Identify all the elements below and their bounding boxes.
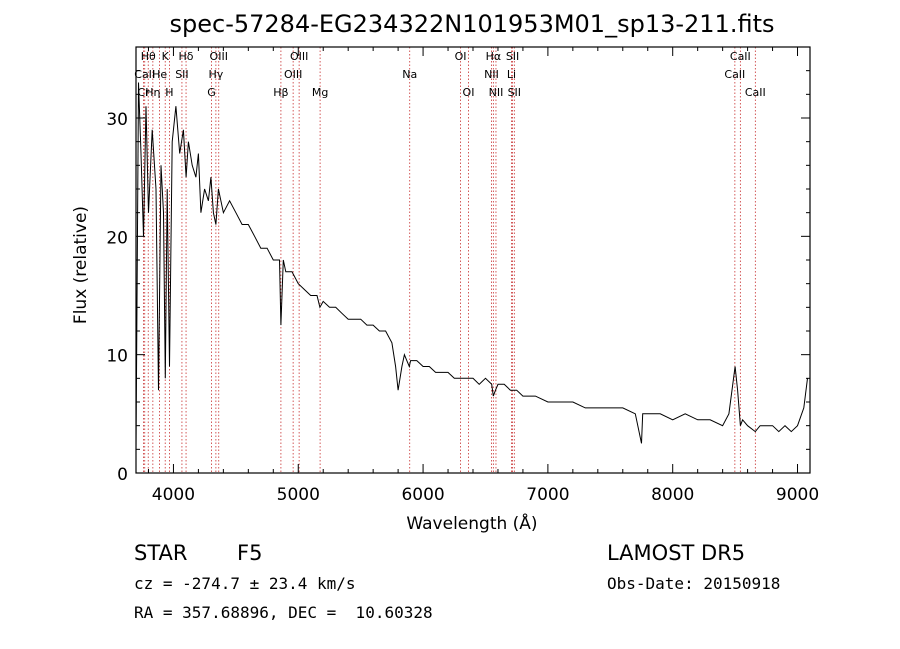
observation-date: Obs-Date: 20150918 xyxy=(607,574,781,593)
object-subclass: F5 xyxy=(237,541,263,565)
line-label-12: Hβ xyxy=(273,86,288,99)
line-label-24: SII xyxy=(508,86,521,99)
line-label-21: NII xyxy=(489,86,504,99)
line-label-18: OI xyxy=(463,86,475,99)
line-label-10: Hγ xyxy=(208,68,223,81)
emission-line-markers xyxy=(143,47,756,473)
line-label-19: Hα xyxy=(486,50,502,63)
survey-name: LAMOST DR5 xyxy=(607,541,746,565)
line-label-3: Hη xyxy=(145,86,160,99)
line-label-6: H xyxy=(165,86,173,99)
redshift-cz: cz = -274.7 ± 23.4 km/s xyxy=(134,574,356,593)
line-label-13: OIII xyxy=(284,68,302,81)
spectrum-series xyxy=(135,82,808,450)
line-label-16: Na xyxy=(402,68,417,81)
line-label-15: Mg xyxy=(312,86,328,99)
line-label-7: SII xyxy=(175,68,188,81)
line-label-27: CaII xyxy=(745,86,766,99)
line-label-25: CaII xyxy=(724,68,745,81)
coordinates: RA = 357.68896, DEC = 10.60328 xyxy=(134,603,433,622)
line-label-14: OIII xyxy=(290,50,308,63)
y-tick-label-2: 20 xyxy=(106,228,128,248)
line-label-20: NII xyxy=(484,68,499,81)
line-label-1: CaII xyxy=(134,68,155,81)
line-label-23: Li xyxy=(507,68,516,81)
x-tick-label-3: 7000 xyxy=(526,485,569,505)
line-label-17: OI xyxy=(455,50,467,63)
plot-frame xyxy=(135,46,811,474)
line-label-9: OIII xyxy=(210,50,228,63)
line-label-11: G xyxy=(207,86,216,99)
y-axis: 0 10 20 30 xyxy=(106,70,810,485)
x-tick-label-5: 9000 xyxy=(776,485,819,505)
x-tick-label-0: 4000 xyxy=(152,485,195,505)
line-label-26: CaII xyxy=(730,50,751,63)
y-tick-label-0: 0 xyxy=(117,465,128,485)
x-tick-label-2: 6000 xyxy=(401,485,444,505)
line-label-0: Hθ xyxy=(141,50,156,63)
x-tick-label-1: 5000 xyxy=(277,485,320,505)
line-label-22: SII xyxy=(506,50,519,63)
y-tick-label-3: 30 xyxy=(106,110,128,130)
chart-title: spec-57284-EG234322N101953M01_sp13-211.f… xyxy=(170,10,775,38)
line-label-8: Hδ xyxy=(179,50,194,63)
x-axis-label: Wavelength (Å) xyxy=(406,512,537,534)
y-axis-label: Flux (relative) xyxy=(71,206,91,324)
y-tick-label-1: 10 xyxy=(106,347,128,367)
object-class: STAR xyxy=(134,541,188,565)
line-label-2: Cr xyxy=(137,86,150,99)
spectrum-line-0 xyxy=(135,82,808,450)
line-label-4: He xyxy=(152,68,167,81)
line-label-5: K xyxy=(162,50,170,63)
x-axis: 4000 5000 6000 7000 8000 9000 xyxy=(147,47,819,505)
x-tick-label-4: 8000 xyxy=(651,485,694,505)
